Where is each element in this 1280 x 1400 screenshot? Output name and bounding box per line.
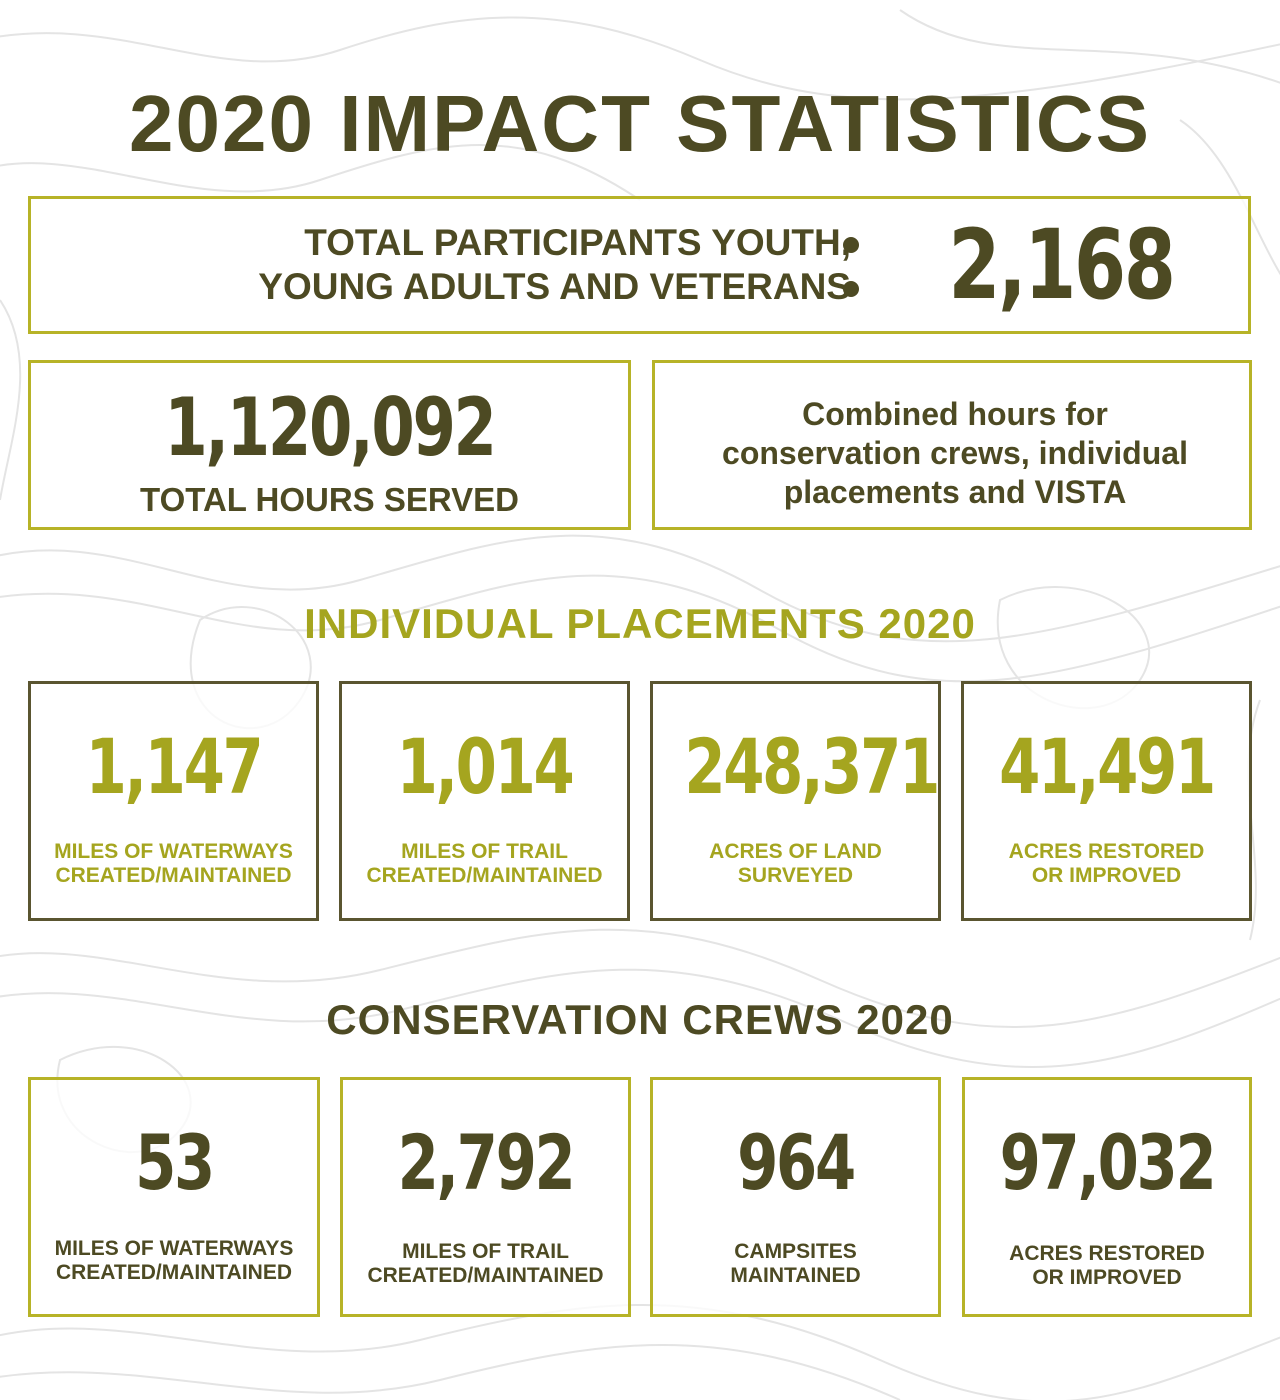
- individual-stat-card: 1,014 MILES OF TRAIL CREATED/MAINTAINED: [339, 681, 630, 921]
- stat-label-line2: CREATED/MAINTAINED: [55, 864, 292, 887]
- hours-note-line2: conservation crews, individual: [722, 435, 1188, 471]
- stat-number: 1,147: [85, 722, 264, 811]
- bullet-dot-icon: [843, 281, 859, 297]
- total-hours-number: 1,120,092: [164, 381, 497, 474]
- conservation-crews-heading: CONSERVATION CREWS 2020: [326, 996, 954, 1043]
- stat-value: 964: [653, 1118, 938, 1207]
- stat-label: MILES OF WATERWAYS CREATED/MAINTAINED: [35, 1237, 313, 1285]
- hours-note: Combined hours for conservation crews, i…: [675, 395, 1235, 512]
- stat-number: 2,792: [397, 1118, 576, 1207]
- stat-label-line2: OR IMPROVED: [1031, 864, 1182, 887]
- stat-label-line2: OR IMPROVED: [1032, 1266, 1182, 1289]
- stat-number: 964: [737, 1118, 856, 1207]
- stat-label-line2: SURVEYED: [737, 864, 854, 887]
- stat-label: MILES OF TRAIL CREATED/MAINTAINED: [347, 1240, 624, 1288]
- participants-box: TOTAL PARTICIPANTS YOUTH, YOUNG ADULTS A…: [28, 196, 1251, 334]
- individual-placements-heading: INDIVIDUAL PLACEMENTS 2020: [304, 600, 976, 647]
- stat-label: ACRES RESTORED OR IMPROVED: [969, 1242, 1245, 1290]
- participants-value: 2,168: [891, 209, 1231, 321]
- stat-value: 41,491: [964, 722, 1249, 811]
- crew-stat-card: 964 CAMPSITES MAINTAINED: [650, 1077, 941, 1317]
- stat-label-line2: CREATED/MAINTAINED: [55, 1261, 293, 1284]
- stat-label-line1: MILES OF TRAIL: [401, 840, 568, 863]
- page-title: 2020 IMPACT STATISTICS: [129, 79, 1151, 168]
- stat-value: 248,371: [653, 722, 940, 811]
- hours-note-box: Combined hours for conservation crews, i…: [652, 360, 1252, 530]
- participants-label-line1: TOTAL PARTICIPANTS YOUTH,: [304, 222, 851, 263]
- stat-label-line1: MILES OF TRAIL: [402, 1240, 569, 1263]
- participants-label: TOTAL PARTICIPANTS YOUTH, YOUNG ADULTS A…: [91, 221, 851, 309]
- stat-label-line1: ACRES RESTORED: [1008, 840, 1205, 863]
- total-hours-box: 1,120,092 TOTAL HOURS SERVED: [28, 360, 631, 530]
- stat-number: 41,491: [999, 722, 1216, 811]
- stat-value: 97,032: [965, 1118, 1249, 1207]
- crew-stat-card: 97,032 ACRES RESTORED OR IMPROVED: [962, 1077, 1252, 1317]
- stat-value: 53: [31, 1118, 317, 1207]
- stat-number: 97,032: [999, 1118, 1217, 1207]
- individual-stat-card: 248,371 ACRES OF LAND SURVEYED: [650, 681, 941, 921]
- stat-label-line1: ACRES RESTORED: [1009, 1242, 1205, 1265]
- stat-label: MILES OF TRAIL CREATED/MAINTAINED: [346, 840, 623, 888]
- stat-value: 1,014: [342, 722, 627, 811]
- stat-label: ACRES RESTORED OR IMPROVED: [968, 840, 1245, 888]
- stat-label-line2: CREATED/MAINTAINED: [366, 864, 603, 887]
- total-hours-value: 1,120,092: [31, 381, 628, 474]
- stat-label-line1: MILES OF WATERWAYS: [54, 1237, 294, 1260]
- hours-note-line3: placements and VISTA: [783, 474, 1127, 510]
- stat-label-line2: CREATED/MAINTAINED: [367, 1264, 604, 1287]
- stat-label-line1: MILES OF WATERWAYS: [54, 840, 293, 863]
- participants-label-line2: YOUNG ADULTS AND VETERANS: [258, 266, 851, 307]
- crew-stat-card: 53 MILES OF WATERWAYS CREATED/MAINTAINED: [28, 1077, 320, 1317]
- individual-stat-card: 1,147 MILES OF WATERWAYS CREATED/MAINTAI…: [28, 681, 319, 921]
- stat-label-line1: ACRES OF LAND: [709, 840, 882, 863]
- stat-number: 53: [135, 1118, 215, 1207]
- stat-label: CAMPSITES MAINTAINED: [657, 1240, 934, 1288]
- stat-label: ACRES OF LAND SURVEYED: [657, 840, 934, 888]
- hours-note-line1: Combined hours for: [802, 396, 1108, 432]
- stat-number: 1,014: [396, 722, 575, 811]
- stat-label-line2: MAINTAINED: [730, 1264, 861, 1287]
- stat-label: MILES OF WATERWAYS CREATED/MAINTAINED: [35, 840, 312, 888]
- individual-stat-card: 41,491 ACRES RESTORED OR IMPROVED: [961, 681, 1252, 921]
- total-hours-label: TOTAL HOURS SERVED: [140, 481, 519, 518]
- bullet-dot-icon: [843, 237, 859, 253]
- stat-value: 1,147: [31, 722, 316, 811]
- stat-value: 2,792: [343, 1118, 628, 1207]
- stat-label-line1: CAMPSITES: [734, 1240, 857, 1263]
- crew-stat-card: 2,792 MILES OF TRAIL CREATED/MAINTAINED: [340, 1077, 631, 1317]
- stat-number: 248,371: [684, 722, 940, 811]
- participants-number: 2,168: [948, 209, 1175, 321]
